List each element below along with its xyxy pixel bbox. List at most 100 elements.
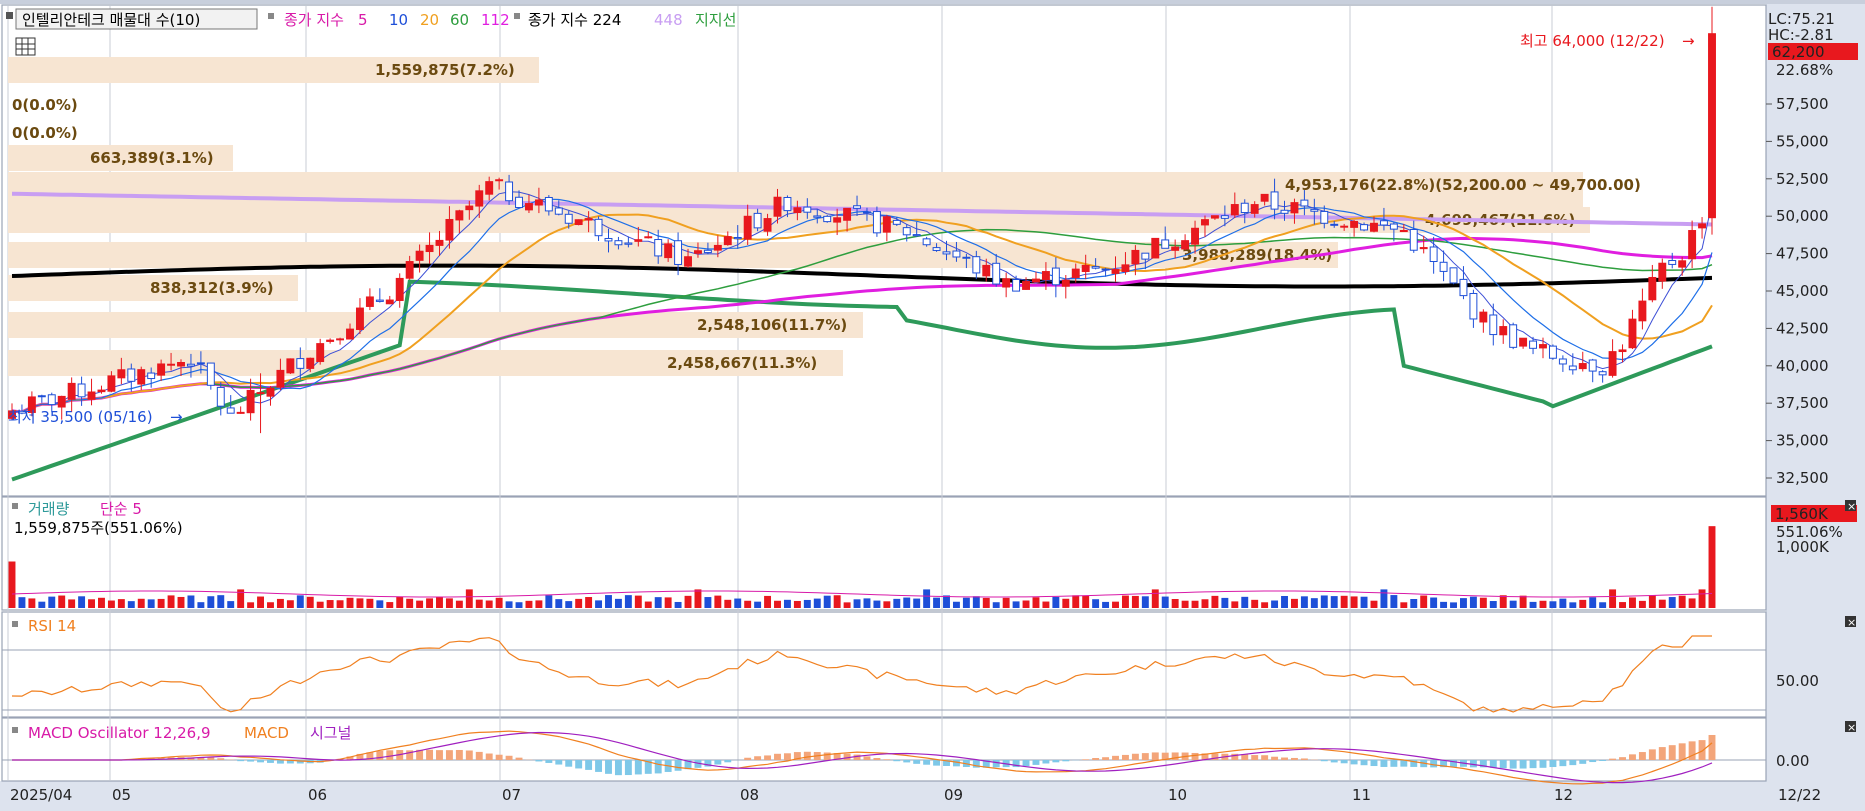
macd-osc-bar xyxy=(485,753,493,760)
grid-icon[interactable] xyxy=(15,37,36,56)
macd-osc-bar xyxy=(1281,757,1288,760)
candle-body xyxy=(1081,264,1090,273)
volume-bar xyxy=(783,599,791,608)
macd-osc-bar xyxy=(505,755,513,760)
candle-body xyxy=(952,250,961,258)
volume-bar xyxy=(903,597,911,608)
volume-bar xyxy=(1658,599,1666,608)
volume-bar xyxy=(634,595,642,608)
volume-panel[interactable] xyxy=(1,496,1767,611)
volume-bar xyxy=(1688,598,1696,608)
volume-bar xyxy=(1410,598,1418,608)
macd-osc-bar xyxy=(793,752,801,760)
close-icon[interactable]: × xyxy=(1845,721,1856,734)
candle-body xyxy=(773,196,782,217)
price-tick: 32,500 xyxy=(1776,469,1829,487)
macd-osc-bar xyxy=(267,760,274,763)
candle-body xyxy=(1240,202,1249,214)
candle-body xyxy=(445,218,454,241)
volume-bar xyxy=(644,601,652,608)
volume-bar xyxy=(1131,595,1139,608)
volume-bar xyxy=(406,598,414,608)
volume-bar xyxy=(803,599,811,608)
volume-bar xyxy=(555,599,563,608)
macd-osc-bar xyxy=(1320,760,1328,762)
high-annotation: 최고 64,000 (12/22) xyxy=(1520,32,1665,50)
candle-body xyxy=(157,363,166,376)
volume-bar xyxy=(107,600,115,608)
lc-value: LC:75.21 xyxy=(1768,10,1835,28)
candle-body xyxy=(455,210,464,221)
candle-body xyxy=(177,361,185,367)
volume-bar xyxy=(386,602,394,608)
candle-body xyxy=(982,264,991,277)
price-panel[interactable] xyxy=(1,4,1767,497)
macd-osc-bar xyxy=(943,760,950,766)
volume-last: 1,560K xyxy=(1775,505,1829,523)
candle-body xyxy=(1141,252,1150,260)
indicator-title-box[interactable] xyxy=(15,8,258,30)
volume-bar xyxy=(764,595,772,608)
candle-body xyxy=(346,328,354,340)
macd-line xyxy=(12,730,1713,785)
candle-body xyxy=(634,239,643,242)
candle-body xyxy=(833,217,842,223)
volume-bar xyxy=(1350,596,1358,608)
macd-osc-bar xyxy=(1022,760,1030,767)
macd-tick: 0.00 xyxy=(1776,752,1809,770)
candle-body xyxy=(505,181,514,202)
volume-bar xyxy=(286,600,294,608)
candle-body xyxy=(813,215,822,218)
volume-bar xyxy=(217,595,225,608)
price-tick: 40,000 xyxy=(1776,357,1829,375)
macd-osc-bar xyxy=(535,760,543,762)
volume-bar xyxy=(137,598,145,608)
candle-body xyxy=(196,362,205,365)
macd-panel[interactable] xyxy=(1,717,1767,782)
volume-bar xyxy=(734,598,742,608)
candle-body xyxy=(1330,223,1339,226)
candle-body xyxy=(1429,246,1438,263)
rsi-tick: 50.00 xyxy=(1776,672,1819,690)
volume-ma-label: 단순 5 xyxy=(100,500,142,518)
candle-body xyxy=(1041,271,1050,281)
volume-profile-band xyxy=(8,275,298,301)
candle-body xyxy=(1399,230,1408,233)
macd-osc-bar xyxy=(893,760,901,762)
candle-body xyxy=(1091,266,1100,269)
price-axis-bg xyxy=(1766,0,1865,811)
macd-osc-bar xyxy=(1599,760,1607,761)
macd-osc-bar xyxy=(694,760,702,768)
candle-body xyxy=(326,339,335,342)
candle-body xyxy=(1698,223,1707,229)
macd-osc-bar xyxy=(445,750,453,760)
macd-osc-bar xyxy=(982,760,990,768)
macd-osc-bar xyxy=(1082,759,1090,760)
rsi-panel[interactable] xyxy=(1,611,1767,718)
volume-bar xyxy=(1420,595,1428,608)
macd-osc-bar xyxy=(1658,747,1666,760)
hc-value: HC:-2.81 xyxy=(1768,26,1834,44)
candle-body xyxy=(375,299,384,302)
candle-body xyxy=(216,386,225,407)
volume-bar xyxy=(157,598,165,608)
candle-body xyxy=(266,387,275,397)
candle-body xyxy=(385,299,394,305)
last-change-pct: 22.68% xyxy=(1776,61,1833,79)
candle-body xyxy=(246,389,255,414)
ma-112-label: 112 xyxy=(481,11,510,29)
close-icon[interactable]: × xyxy=(1845,616,1856,629)
price-tick: 35,000 xyxy=(1776,432,1829,450)
ma-224-line xyxy=(11,263,1713,289)
time-axis-label: 07 xyxy=(502,786,521,804)
macd-osc-bar xyxy=(605,760,612,774)
time-axis-label: 10 xyxy=(1168,786,1187,804)
macd-osc-bar xyxy=(634,760,642,775)
volume-bar xyxy=(962,597,970,608)
macd-osc-bar xyxy=(257,760,264,763)
candle-body xyxy=(942,251,951,255)
close-icon[interactable]: × xyxy=(1845,500,1856,513)
candle-body xyxy=(1280,209,1289,214)
volume-bar xyxy=(1668,597,1676,608)
